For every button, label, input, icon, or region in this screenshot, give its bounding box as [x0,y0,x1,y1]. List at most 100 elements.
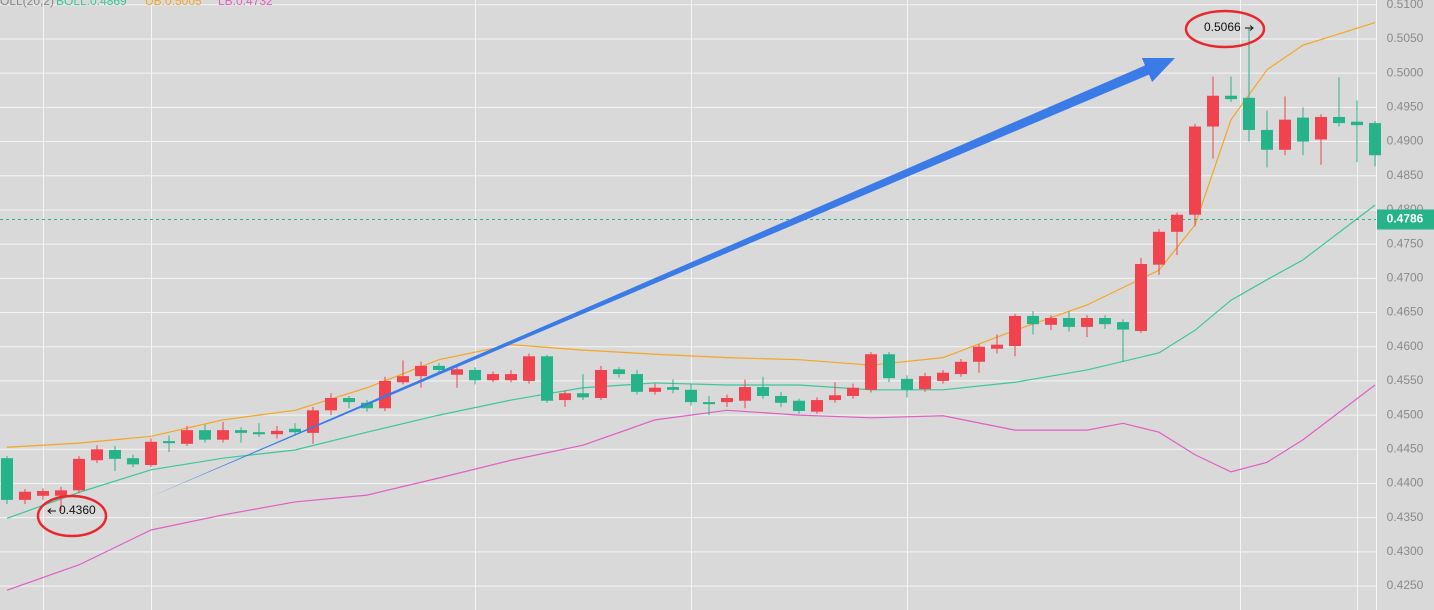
y-tick-label: 0.5100 [1387,0,1424,11]
candle-body [595,369,607,399]
candle-body [289,428,301,433]
y-tick-label: 0.4950 [1387,100,1424,114]
last-price-label: 0.4786 [1387,212,1424,226]
candle-body [1207,95,1219,127]
candle-body [1315,116,1327,140]
candle-body [919,376,931,390]
candle-body [163,441,175,444]
candle-body [865,354,877,390]
candle-body [1153,231,1165,265]
candle-body [703,402,715,405]
candle-body [991,344,1003,349]
band-line [6,384,1376,591]
high-circle [1184,9,1266,49]
candle-body [1225,95,1237,100]
y-tick-label: 0.4650 [1387,305,1424,319]
candle-body [19,491,31,500]
y-tick-label: 0.4600 [1387,339,1424,353]
indicator-header: BOLL(20,2) BOLL:0.4869 UB:0.5005 LB:0.47… [0,0,273,8]
candle-body [127,458,139,465]
candle-body [1171,214,1183,232]
y-tick-label: 0.4400 [1387,476,1424,490]
candle-body [415,365,427,377]
candle-body [901,378,913,390]
candle-body [145,441,157,466]
candle-body [667,387,679,390]
candle-body [1297,117,1309,142]
candle-body [523,356,535,381]
candle-body [631,374,643,392]
candle-body [1099,317,1111,325]
y-tick-label: 0.4850 [1387,168,1424,182]
candle-body [55,490,67,496]
y-tick-label: 0.4750 [1387,236,1424,250]
candle-body [307,410,319,433]
y-tick-label: 0.4300 [1387,544,1424,558]
candle-body [847,387,859,396]
candle-body [1135,263,1147,331]
candle-body [1243,97,1255,130]
candle-body [1063,317,1075,327]
candle-body [1369,123,1381,156]
candle-body [397,376,409,383]
candle-body [91,449,103,461]
candle-body [1045,317,1057,325]
candle-body [1027,315,1039,325]
y-tick-label: 0.4550 [1387,373,1424,387]
candle-body [1,458,13,500]
candle-body [721,398,733,403]
candle-body [829,395,841,401]
band-line [6,21,1376,448]
candle-body [1279,119,1291,150]
candle-body [217,430,229,440]
candle-body [343,398,355,403]
candle-body [199,430,211,440]
candle-body [685,389,697,403]
low-circle [36,494,108,538]
y-tick-label: 0.4250 [1387,578,1424,592]
candle-body [361,402,373,409]
y-tick-label: 0.4900 [1387,134,1424,148]
candle-body [451,369,463,375]
lb-label: LB:0.4732 [218,0,273,8]
candle-body [1189,126,1201,215]
boll-label: BOLL:0.4869 [56,0,127,8]
candle-body [379,380,391,409]
candle-body [1261,129,1273,150]
candles [1,28,1381,511]
candle-body [109,449,121,459]
y-tick-label: 0.5050 [1387,31,1424,45]
candle-body [325,398,337,411]
candle-body [433,365,445,370]
candle-body [955,361,967,375]
ub-label: UB:0.5005 [145,0,202,8]
candle-body [613,369,625,375]
indicator-label: BOLL(20,2) [0,0,54,8]
candle-body [649,387,661,392]
candle-body [883,354,895,379]
y-axis: 0.4250 0.4300 0.4350 0.4400 0.4450 0.4500 0.45… [1377,0,1434,592]
candle-body [1351,121,1363,126]
candle-body [757,387,769,396]
low-annotation: 0.4360 [59,503,96,517]
candle-body [1333,116,1345,124]
high-annotation: 0.5066 [1204,20,1241,34]
candle-body [775,395,787,403]
y-tick-label: 0.4350 [1387,510,1424,524]
candle-body [505,374,517,381]
high-arrow [1245,25,1254,31]
candle-body [37,491,49,496]
candle-body [577,393,589,398]
candle-body [235,430,247,433]
candle-body [937,372,949,381]
y-tick-label: 0.4450 [1387,441,1424,455]
candle-body [469,369,481,381]
trend-arrow [150,58,1175,497]
candle-body [253,432,265,435]
candle-body [73,458,85,491]
candle-body [559,393,571,401]
candle-body [793,400,805,411]
